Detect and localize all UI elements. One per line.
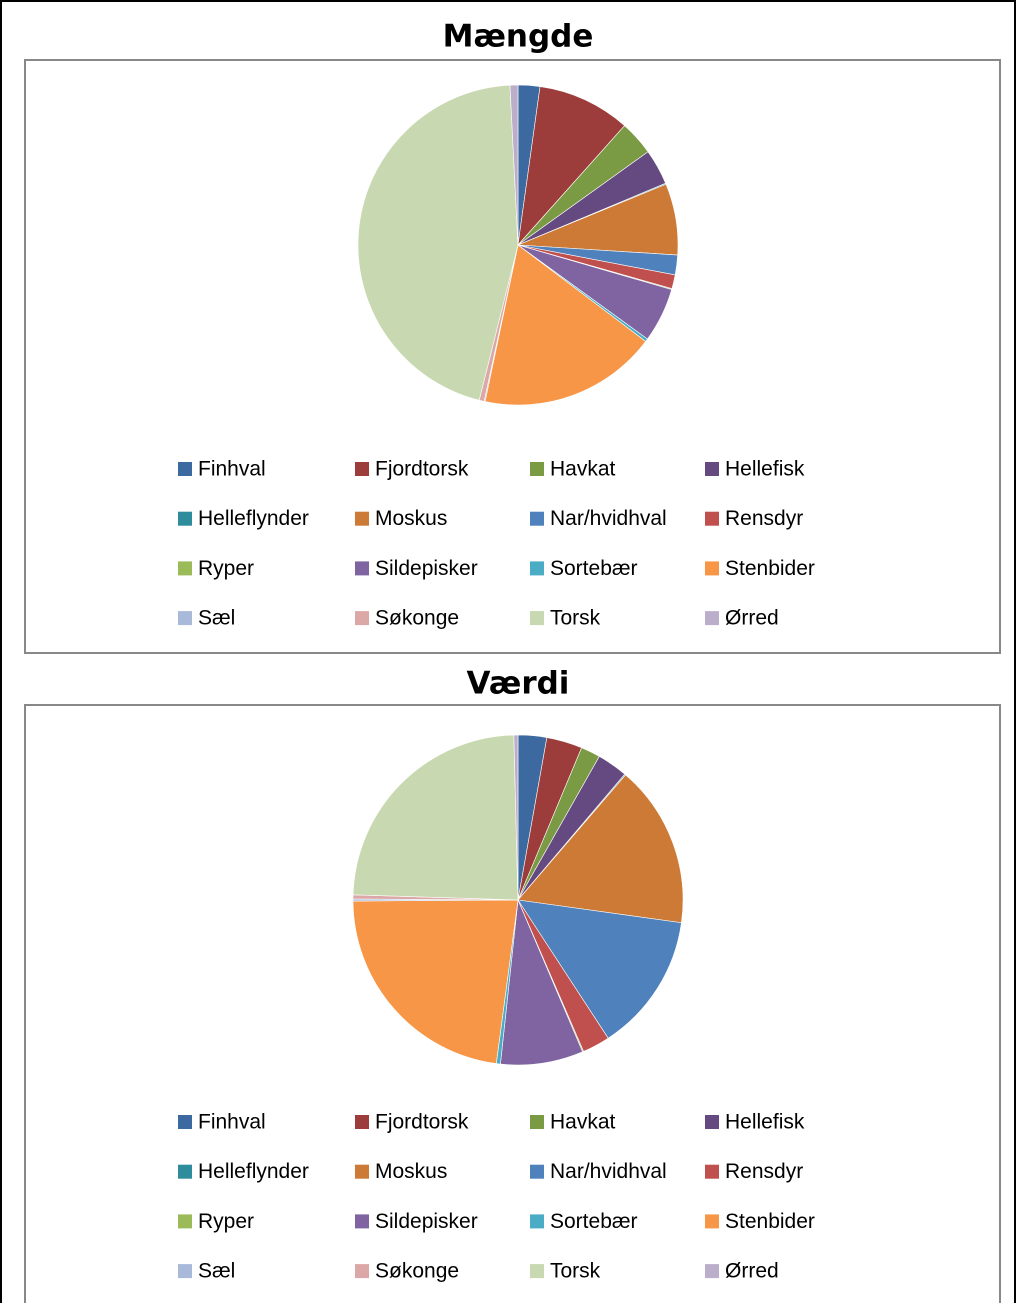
legend-label: Rensdyr	[725, 1160, 803, 1183]
legend-label: Moskus	[375, 507, 447, 530]
pie-slice	[517, 899, 682, 1039]
legend-swatch	[705, 462, 719, 476]
legend-label: Nar/hvidhval	[550, 1160, 667, 1183]
legend-swatch	[178, 1164, 192, 1179]
legend-label: Sildepisker	[375, 1210, 478, 1233]
legend-swatch	[705, 1214, 719, 1229]
legend-swatch	[705, 511, 719, 526]
legend-swatch	[705, 611, 719, 626]
legend-label: Moskus	[375, 1160, 447, 1183]
legend-label: Finhval	[198, 1111, 266, 1134]
legend-label: Rensdyr	[725, 507, 803, 530]
legend-swatch	[705, 1264, 719, 1279]
legend-swatch	[530, 511, 544, 526]
legend-label: Hellefisk	[725, 458, 805, 481]
pie-slice	[509, 84, 519, 246]
pie-slice	[357, 84, 519, 401]
legend-label: Ørred	[725, 607, 779, 630]
legend-swatch	[355, 1214, 369, 1229]
legend-swatch	[705, 1115, 719, 1129]
legend-label: Søkonge	[375, 607, 459, 630]
legend-label: Nar/hvidhval	[550, 507, 667, 530]
legend-label: Fjordtorsk	[375, 1111, 469, 1134]
legend-label: Hellefisk	[725, 1111, 805, 1134]
legend-label: Søkonge	[375, 1260, 459, 1283]
legend-swatch	[355, 1115, 369, 1129]
legend-label: Sæl	[198, 607, 235, 630]
legend-swatch	[355, 1164, 369, 1179]
legend-label: Sæl	[198, 1260, 235, 1283]
legend-label: Sildepisker	[375, 557, 478, 580]
legend-label: Stenbider	[725, 1210, 815, 1233]
legend-swatch	[178, 561, 192, 576]
legend-swatch	[530, 1264, 544, 1279]
legend-swatch	[178, 1214, 192, 1229]
plot-frame	[24, 704, 1001, 1303]
legend-swatch	[530, 561, 544, 576]
legend-swatch	[178, 611, 192, 626]
plot-frame	[24, 59, 1001, 654]
legend-swatch	[530, 462, 544, 476]
legend-label: Ryper	[198, 557, 254, 580]
legend-swatch	[355, 611, 369, 626]
legend-label: Torsk	[550, 607, 601, 630]
legend-label: Torsk	[550, 1260, 601, 1283]
legend-swatch	[355, 1264, 369, 1279]
chart-title: Mængde	[443, 19, 594, 55]
legend-swatch	[530, 1214, 544, 1229]
legend-swatch	[355, 561, 369, 576]
pie-slice	[352, 899, 519, 1064]
legend-label: Stenbider	[725, 557, 815, 580]
legend-swatch	[530, 611, 544, 626]
legend-swatch	[178, 1115, 192, 1129]
legend-label: Helleflynder	[198, 507, 309, 530]
legend-label: Sortebær	[550, 557, 638, 580]
pie-slice	[352, 734, 519, 901]
legend-label: Fjordtorsk	[375, 458, 469, 481]
legend-label: Havkat	[550, 1111, 616, 1134]
legend-label: Havkat	[550, 458, 616, 481]
legend-swatch	[178, 462, 192, 476]
pie-slice	[484, 244, 647, 406]
legend-label: Ryper	[198, 1210, 254, 1233]
legend-swatch	[355, 511, 369, 526]
legend-swatch	[530, 1164, 544, 1179]
pie-slice	[517, 86, 625, 246]
legend-label: Sortebær	[550, 1210, 638, 1233]
legend-label: Helleflynder	[198, 1160, 309, 1183]
legend-swatch	[705, 561, 719, 576]
legend-swatch	[705, 1164, 719, 1179]
pie-slice	[517, 774, 684, 924]
legend-swatch	[530, 1115, 544, 1129]
legend-label: Finhval	[198, 458, 266, 481]
legend-swatch	[178, 511, 192, 526]
pie-slice	[513, 734, 519, 901]
legend-swatch	[178, 1264, 192, 1279]
chart-title: Værdi	[467, 666, 570, 702]
legend-label: Ørred	[725, 1260, 779, 1283]
legend-swatch	[355, 462, 369, 476]
